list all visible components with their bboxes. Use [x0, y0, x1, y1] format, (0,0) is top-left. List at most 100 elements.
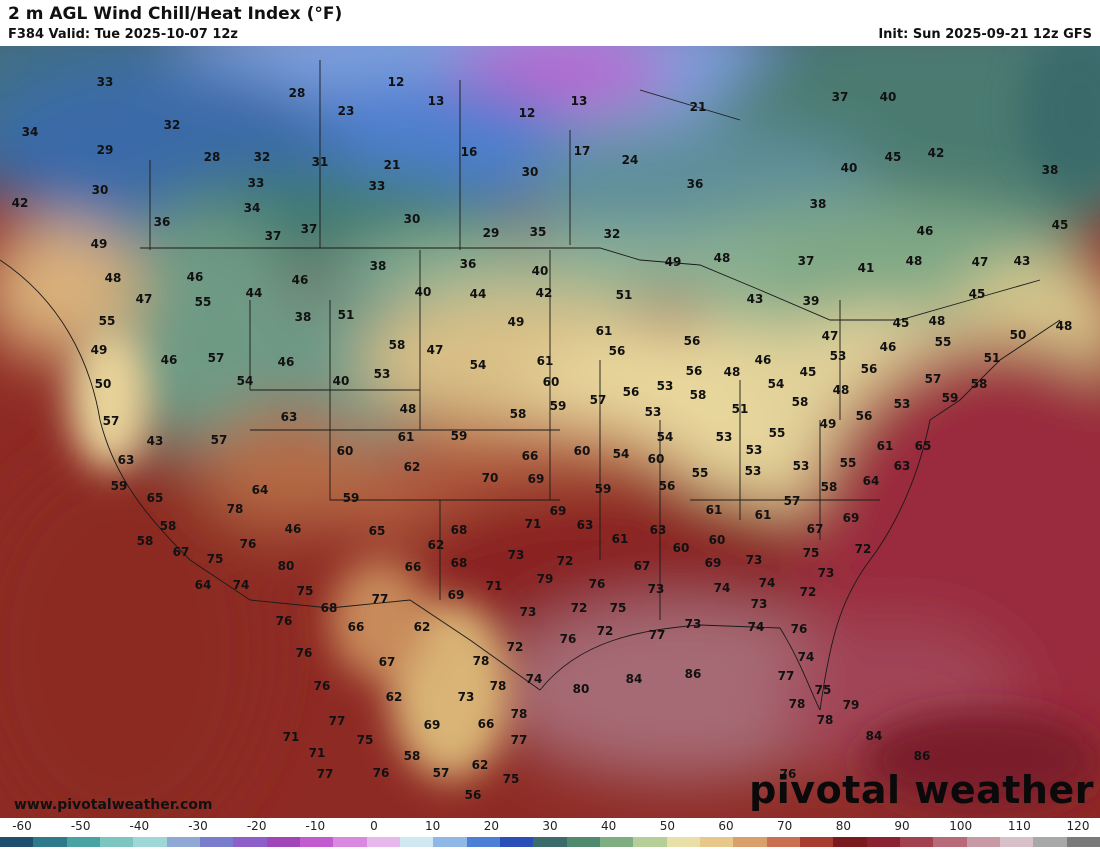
temperature-value-label: 62 — [386, 690, 403, 704]
temperature-value-label: 47 — [822, 329, 839, 343]
colorbar-tick-label: -50 — [70, 819, 91, 833]
temperature-value-label: 75 — [297, 584, 314, 598]
temperature-value-label: 56 — [686, 364, 703, 378]
temperature-value-label: 63 — [281, 410, 298, 424]
temperature-value-label: 34 — [22, 125, 39, 139]
temperature-value-label: 35 — [530, 225, 547, 239]
temperature-value-label: 45 — [800, 365, 817, 379]
temperature-value-label: 61 — [877, 439, 894, 453]
colorbar-tick-label: 70 — [777, 819, 793, 833]
temperature-value-label: 78 — [511, 707, 528, 721]
temperature-value-label: 77 — [778, 669, 795, 683]
temperature-value-label: 76 — [589, 577, 606, 591]
temperature-value-label: 59 — [595, 482, 612, 496]
colorbar-tick-label: -40 — [129, 819, 150, 833]
temperature-value-label: 48 — [906, 254, 923, 268]
temperature-value-label: 46 — [880, 340, 897, 354]
temperature-value-label: 59 — [451, 429, 468, 443]
colorbar-swatch — [466, 837, 500, 847]
temperature-value-label: 55 — [935, 335, 952, 349]
temperature-value-label: 66 — [522, 449, 539, 463]
temperature-value-label: 57 — [211, 433, 228, 447]
colorbar-tick-label: 40 — [601, 819, 617, 833]
colorbar-swatch — [366, 837, 400, 847]
temperature-value-label: 58 — [404, 749, 421, 763]
temperature-value-label: 21 — [690, 100, 707, 114]
colorbar-swatch — [399, 837, 434, 847]
temperature-value-label: 67 — [379, 655, 396, 669]
temperature-value-label: 68 — [451, 523, 468, 537]
temperature-value-label: 60 — [574, 444, 591, 458]
temperature-value-label: 36 — [154, 215, 171, 229]
temperature-value-label: 57 — [784, 494, 801, 508]
colorbar-tick-label: -20 — [246, 819, 267, 833]
temperature-value-label: 73 — [685, 617, 702, 631]
temperature-value-label: 30 — [92, 183, 109, 197]
temperature-value-label: 51 — [616, 288, 633, 302]
colorbar-swatch — [33, 837, 67, 847]
temperature-value-label: 48 — [724, 365, 741, 379]
colorbar-tick-label: 100 — [949, 819, 973, 833]
colorbar-swatch — [433, 837, 467, 847]
temperature-value-label: 45 — [969, 287, 986, 301]
temperature-value-label: 13 — [428, 94, 445, 108]
temperature-value-label: 72 — [557, 554, 574, 568]
colorbar-swatch — [933, 837, 967, 847]
temperature-value-label: 78 — [473, 654, 490, 668]
temperature-value-label: 28 — [204, 150, 221, 164]
temperature-value-label: 50 — [95, 377, 112, 391]
temperature-value-label: 47 — [427, 343, 444, 357]
temperature-value-label: 34 — [244, 201, 261, 215]
colorbar-swatch — [533, 837, 567, 847]
temperature-value-label: 86 — [685, 667, 702, 681]
colorbar-swatch — [99, 837, 134, 847]
temperature-value-label: 41 — [858, 261, 875, 275]
temperature-value-label: 75 — [803, 546, 820, 560]
temperature-value-label: 61 — [398, 430, 415, 444]
temperature-value-label: 68 — [451, 556, 468, 570]
temperature-value-label: 39 — [803, 294, 820, 308]
temperature-value-label: 40 — [333, 374, 350, 388]
temperature-value-label: 31 — [312, 155, 329, 169]
temperature-value-label: 53 — [374, 367, 391, 381]
temperature-value-label: 54 — [768, 377, 785, 391]
temperature-value-label: 50 — [1010, 328, 1027, 342]
temperature-value-label: 42 — [928, 146, 945, 160]
temperature-value-label: 56 — [856, 409, 873, 423]
colorbar-swatch — [899, 837, 934, 847]
temperature-value-label: 47 — [136, 292, 153, 306]
temperature-value-label: 37 — [265, 229, 282, 243]
temperature-value-label: 48 — [105, 271, 122, 285]
colorbar-swatch — [166, 837, 200, 847]
temperature-value-label: 59 — [550, 399, 567, 413]
temperature-value-label: 75 — [815, 683, 832, 697]
colorbar-swatch — [299, 837, 334, 847]
temperature-value-label: 60 — [543, 375, 560, 389]
temperature-value-label: 62 — [414, 620, 431, 634]
temperature-value-label: 71 — [525, 517, 542, 531]
temperature-value-label: 69 — [448, 588, 465, 602]
temperature-value-label: 40 — [880, 90, 897, 104]
temperature-value-label: 84 — [866, 729, 883, 743]
temperature-value-label: 76 — [780, 767, 797, 781]
temperature-value-label: 76 — [560, 632, 577, 646]
temperature-value-label: 69 — [550, 504, 567, 518]
map-title: 2 m AGL Wind Chill/Heat Index (°F) — [8, 4, 343, 24]
temperature-value-label: 65 — [915, 439, 932, 453]
colorbar-tick-label: 50 — [659, 819, 675, 833]
temperature-value-label: 71 — [486, 579, 503, 593]
colorbar-swatch — [0, 837, 34, 847]
temperature-value-label: 62 — [472, 758, 489, 772]
temperature-value-label: 60 — [673, 541, 690, 555]
temperature-value-label: 55 — [692, 466, 709, 480]
temperature-value-label: 46 — [292, 273, 309, 287]
temperature-value-label: 78 — [490, 679, 507, 693]
temperature-value-label: 72 — [571, 601, 588, 615]
temperature-value-label: 59 — [942, 391, 959, 405]
temperature-value-label: 33 — [97, 75, 114, 89]
temperature-value-label: 36 — [460, 257, 477, 271]
temperature-value-label: 77 — [511, 733, 528, 747]
temperature-value-label: 76 — [373, 766, 390, 780]
temperature-value-label: 56 — [684, 334, 701, 348]
temperature-value-label: 57 — [590, 393, 607, 407]
